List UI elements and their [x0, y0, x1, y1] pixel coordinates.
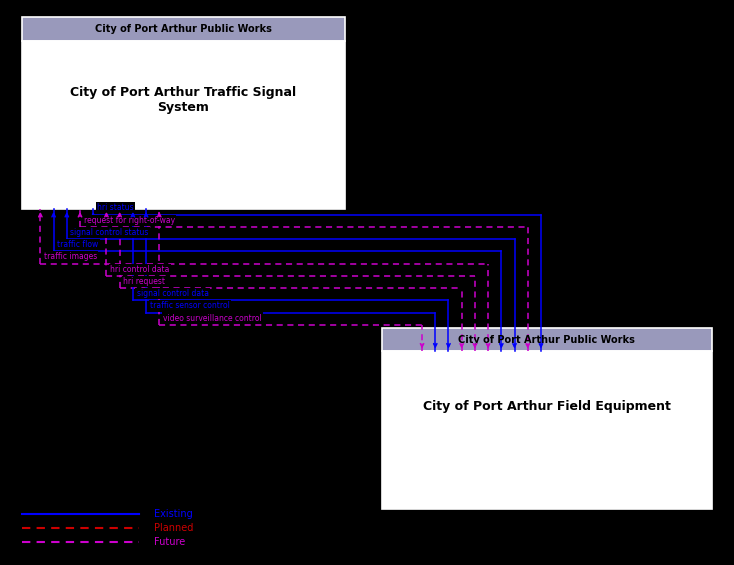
Text: signal control status: signal control status [70, 228, 149, 237]
Bar [22, 17, 345, 41]
Bar [382, 351, 712, 508]
Text: signal control data: signal control data [137, 289, 208, 298]
Bar [22, 41, 345, 209]
Text: hri request: hri request [123, 277, 165, 286]
Bar [382, 328, 712, 351]
Text: Planned: Planned [154, 523, 194, 533]
Text: traffic sensor control: traffic sensor control [150, 301, 230, 310]
Text: hri control data: hri control data [110, 264, 170, 273]
Text: request for right-of-way: request for right-of-way [84, 216, 175, 225]
Text: Future: Future [154, 537, 186, 547]
Text: video surveillance control: video surveillance control [163, 314, 262, 323]
Text: City of Port Arthur Traffic Signal
System: City of Port Arthur Traffic Signal Syste… [70, 86, 297, 114]
Text: City of Port Arthur Public Works: City of Port Arthur Public Works [95, 24, 272, 34]
Text: traffic images: traffic images [44, 253, 98, 262]
Text: hri status: hri status [97, 203, 134, 212]
Text: City of Port Arthur Field Equipment: City of Port Arthur Field Equipment [423, 400, 671, 413]
Text: City of Port Arthur Public Works: City of Port Arthur Public Works [459, 334, 635, 345]
Text: Existing: Existing [154, 509, 193, 519]
Text: traffic flow: traffic flow [57, 240, 98, 249]
